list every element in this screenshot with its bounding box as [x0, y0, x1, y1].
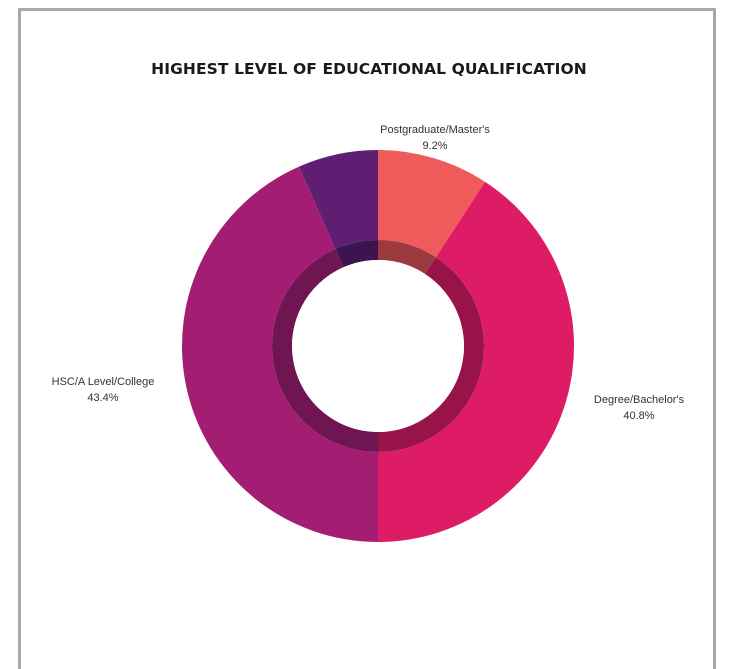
slice-label-degree-value: 40.8% [623, 410, 655, 422]
slice-inner-2 [272, 248, 378, 452]
slice-label-degree-name: Degree/Bachelor's [593, 394, 685, 406]
slice-label-degree: Degree/Bachelor's 40.8% [574, 392, 704, 424]
slice-3 [299, 150, 378, 249]
slice-2 [182, 166, 378, 542]
chart-title: HIGHEST LEVEL OF EDUCATIONAL QUALIFICATI… [151, 60, 587, 78]
slice-0 [378, 150, 486, 258]
slice-1 [378, 181, 574, 543]
slice-inner-1 [378, 257, 485, 452]
slice-label-hsc-name: HSC/A Level/College [51, 376, 155, 388]
slice-inner-0 [378, 240, 436, 274]
slice-label-postgraduate-value: 9.2% [422, 140, 448, 152]
slice-label-postgraduate: Postgraduate/Master's 9.2% [360, 122, 510, 154]
slice-inner-3 [335, 240, 378, 268]
slice-label-postgraduate-name: Postgraduate/Master's [380, 124, 490, 136]
slice-label-hsc-value: 43.4% [87, 392, 119, 404]
donut-hole [292, 260, 464, 432]
slice-label-hsc: HSC/A Level/College 43.4% [28, 374, 178, 406]
